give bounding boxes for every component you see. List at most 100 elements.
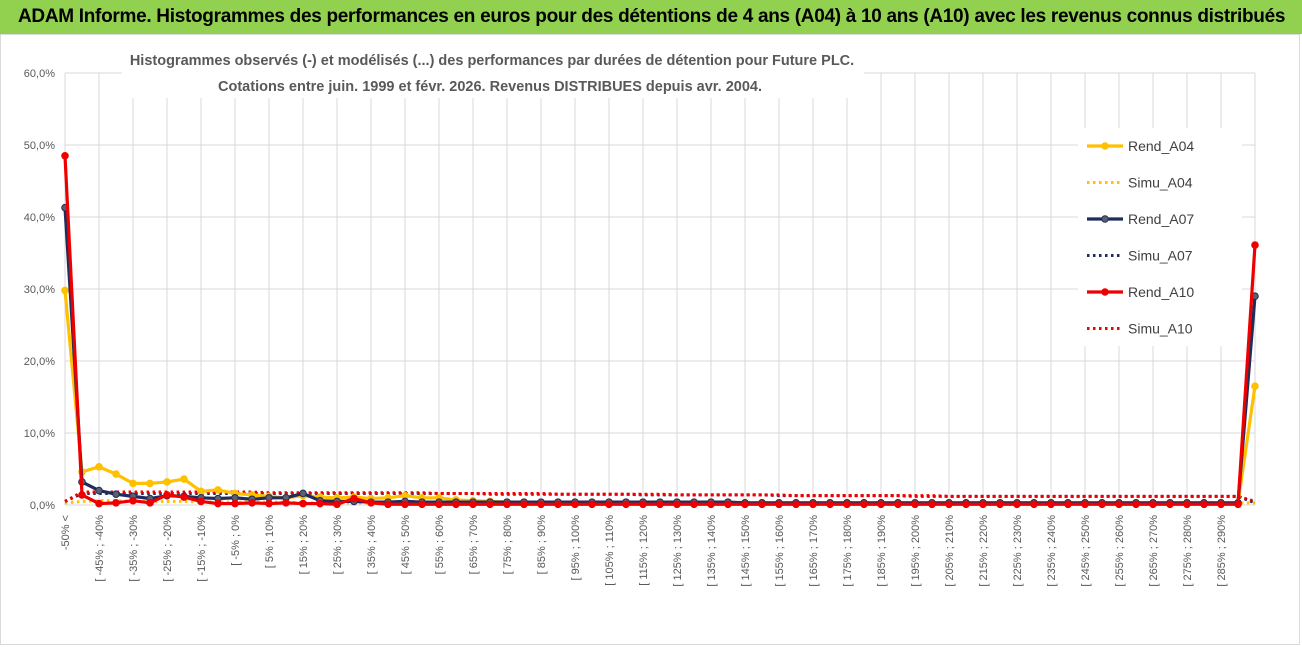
- legend-label: Rend_A04: [1128, 138, 1194, 154]
- series-lines: [61, 152, 1259, 509]
- data-point-rend-a10: [384, 500, 392, 509]
- x-tick-label: [ 25% ; 30%: [332, 515, 344, 575]
- data-point-rend-a10: [1217, 500, 1225, 509]
- data-point-rend-a10: [1115, 500, 1123, 509]
- data-point-rend-a10: [996, 500, 1004, 509]
- chart-title-line-1: Histogrammes observés (-) et modélisés (…: [130, 53, 854, 69]
- data-point-rend-a10: [163, 491, 171, 499]
- data-point-rend-a10: [724, 500, 732, 509]
- x-tick-label: [ 235% ; 240%: [1046, 515, 1058, 587]
- x-tick-label: [ 185% ; 190%: [876, 515, 888, 587]
- x-tick-label: [ 155% ; 160%: [774, 515, 786, 587]
- legend-label: Simu_A04: [1128, 175, 1193, 191]
- data-point-rend-a10: [792, 500, 800, 509]
- x-tick-label: [ 45% ; 50%: [400, 515, 412, 575]
- x-tick-label: [ -35% ; -30%: [128, 515, 140, 582]
- data-point-rend-a10: [1251, 241, 1259, 249]
- x-tick-label: [ 5% ; 10%: [264, 515, 276, 568]
- legend-background: [1078, 128, 1242, 346]
- chart-title-line-2: Cotations entre juin. 1999 et févr. 2026…: [218, 79, 762, 95]
- data-point-rend-a10: [605, 500, 613, 509]
- x-tick-label: [ 115% ; 120%: [638, 515, 650, 586]
- data-point-rend-a10: [979, 500, 987, 509]
- y-tick-label: 60,0%: [24, 68, 55, 80]
- x-tick-label: [ 65% ; 70%: [468, 515, 480, 575]
- series-line-rend-a07: [63, 207, 1257, 505]
- data-point-rend-a10: [112, 499, 120, 507]
- y-tick-label: 10,0%: [24, 428, 55, 440]
- subtitle-background: [122, 44, 864, 98]
- legend-label: Simu_A07: [1128, 248, 1193, 264]
- data-point-rend-a10: [843, 500, 851, 509]
- x-tick-label: [ 175% ; 180%: [842, 515, 854, 587]
- x-tick-label: [ 255% ; 260%: [1114, 515, 1126, 587]
- data-point-rend-a10: [265, 499, 273, 508]
- x-tick-label: [ -45% ; -40%: [94, 515, 106, 582]
- x-tick-label: [ 275% ; 280%: [1182, 515, 1194, 587]
- data-point-rend-a10: [316, 499, 324, 508]
- data-point-rend-a10: [571, 500, 579, 509]
- x-tick-label: [ -15% ; -10%: [196, 515, 208, 582]
- y-axis-ticks: 0,0% 10,0% 20,0% 30,0% 40,0% 50,0% 60,0%: [24, 68, 55, 512]
- data-point-rend-a10: [809, 500, 817, 509]
- data-point-rend-a10: [1013, 500, 1021, 509]
- series-line-simu-a07: [64, 491, 1256, 505]
- data-point-rend-a10: [452, 500, 460, 509]
- x-tick-label: [ 55% ; 60%: [434, 515, 446, 575]
- y-tick-label: 30,0%: [24, 284, 55, 296]
- data-point-rend-a10: [1081, 500, 1089, 509]
- x-tick-label: [ -25% ; -20%: [162, 515, 174, 582]
- y-tick-label: 0,0%: [30, 500, 55, 512]
- legend: Rend_A04 Simu_A04 Rend_A07 Simu_A07 Rend_A10…: [1078, 128, 1242, 346]
- data-point-rend-a10: [78, 491, 86, 499]
- data-point-rend-a10: [61, 152, 69, 160]
- report-title: ADAM Informe. Histogrammes des performan…: [18, 6, 1286, 27]
- data-point-rend-a10: [622, 500, 630, 509]
- x-axis-ticks: -50% < [ -45% ; -40% [ -35% ; -30% [ -25% ;…: [60, 515, 1228, 587]
- data-point-rend-a10: [1030, 500, 1038, 509]
- data-point-rend-a10: [146, 499, 154, 507]
- data-point-rend-a10: [367, 499, 375, 507]
- x-tick-label: [ 215% ; 220%: [978, 515, 990, 587]
- report-header: ADAM Informe. Histogrammes des performan…: [0, 0, 1302, 34]
- data-point-rend-a10: [1064, 500, 1072, 509]
- data-point-rend-a10: [486, 500, 494, 509]
- data-point-rend-a10: [758, 500, 766, 509]
- series-line-rend-a10: [63, 155, 1257, 506]
- data-point-rend-a10: [860, 500, 868, 509]
- x-tick-label: [ 75% ; 80%: [502, 515, 514, 575]
- data-point-rend-a10: [95, 499, 103, 508]
- data-point-rend-a10: [1149, 500, 1157, 509]
- x-tick-label: [ 195% ; 200%: [910, 515, 922, 587]
- x-tick-label: -50% <: [60, 515, 72, 550]
- data-point-rend-a10: [911, 500, 919, 509]
- data-point-rend-a10: [469, 500, 477, 509]
- data-point-rend-a10: [690, 500, 698, 509]
- data-point-rend-a10: [894, 500, 902, 509]
- data-point-rend-a10: [333, 500, 341, 509]
- data-point-rend-a10: [537, 500, 545, 509]
- data-point-rend-a10: [1047, 500, 1055, 509]
- data-point-rend-a10: [503, 500, 511, 509]
- data-point-rend-a10: [554, 500, 562, 509]
- x-tick-label: [ 145% ; 150%: [740, 515, 752, 587]
- data-point-rend-a04: [61, 286, 69, 295]
- data-point-rend-a04: [1251, 382, 1259, 391]
- data-point-rend-a04: [95, 463, 103, 471]
- data-point-rend-a04: [180, 475, 188, 483]
- x-tick-label: [ 265% ; 270%: [1148, 515, 1160, 587]
- data-point-rend-a10: [401, 500, 409, 509]
- y-tick-label: 20,0%: [24, 356, 55, 368]
- data-point-rend-a10: [639, 500, 647, 509]
- data-point-rend-a10: [741, 500, 749, 509]
- x-tick-label: [ 15% ; 20%: [298, 515, 310, 575]
- data-point-rend-a10: [826, 500, 834, 509]
- data-point-rend-a10: [1166, 500, 1174, 509]
- x-tick-label: [ 95% ; 100%: [570, 515, 582, 581]
- data-point-rend-a04: [129, 479, 137, 488]
- x-tick-label: [ 225% ; 230%: [1012, 515, 1024, 587]
- data-point-rend-a10: [1200, 500, 1208, 509]
- data-point-rend-a10: [520, 500, 528, 509]
- data-point-rend-a10: [180, 493, 188, 501]
